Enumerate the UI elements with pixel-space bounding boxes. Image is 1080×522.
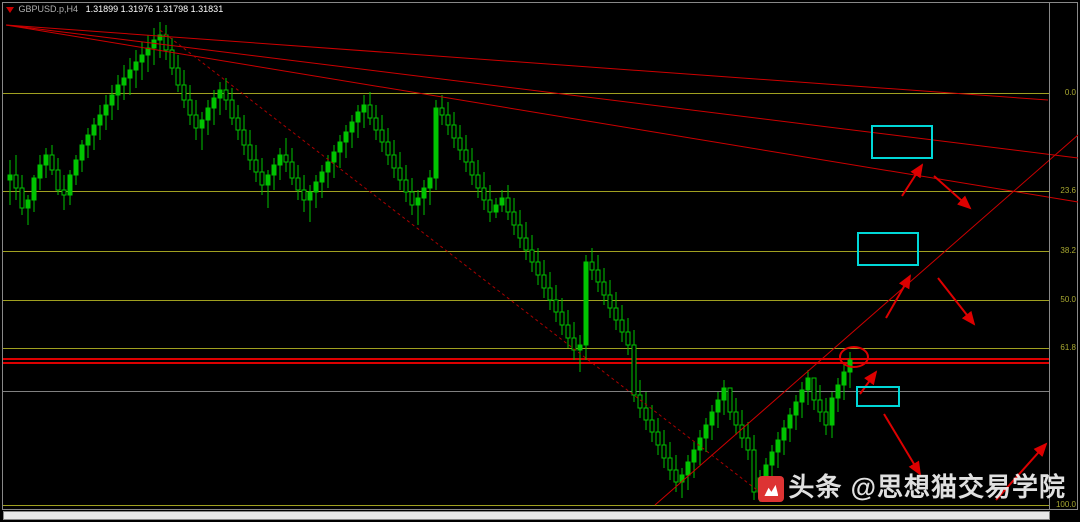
price-axis xyxy=(1049,2,1077,510)
watermark-logo-icon xyxy=(758,476,784,502)
highlight-ellipse xyxy=(839,346,869,368)
fib-level-label: 38.2 xyxy=(1060,246,1076,255)
watermark: 头条 @思想猫交易学院 xyxy=(758,467,1066,504)
target-zone-box xyxy=(856,386,900,407)
watermark-prefix: 头条 xyxy=(788,472,842,502)
fib-level-label: 0.0 xyxy=(1065,88,1076,97)
fib-level-label: 23.6 xyxy=(1060,186,1076,195)
chart-container: GBPUSD.p,H4 1.31899 1.31976 1.31798 1.31… xyxy=(0,0,1080,522)
target-zone-box xyxy=(871,125,933,159)
chart-header: GBPUSD.p,H4 1.31899 1.31976 1.31798 1.31… xyxy=(6,4,223,14)
time-scrollbar[interactable] xyxy=(3,511,1050,520)
target-zone-box xyxy=(857,232,919,266)
watermark-text: @思想猫交易学院 xyxy=(851,472,1066,502)
symbol-label: GBPUSD.p,H4 xyxy=(19,4,79,14)
fib-level-label: 50.0 xyxy=(1060,295,1076,304)
down-arrow-icon xyxy=(6,7,14,13)
ohlc-values: 1.31899 1.31976 1.31798 1.31831 xyxy=(86,4,224,14)
fib-level-label: 61.8 xyxy=(1060,343,1076,352)
